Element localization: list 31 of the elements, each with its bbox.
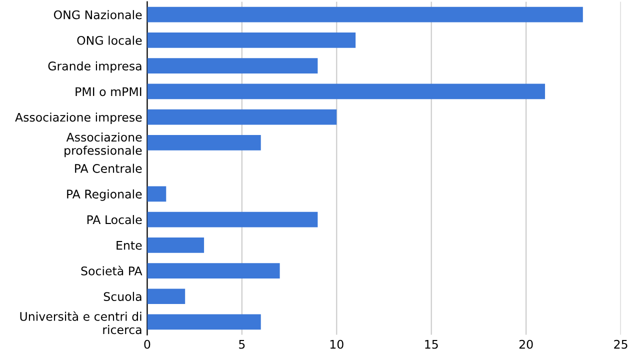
- bar: [147, 58, 318, 74]
- x-tick-label: 25: [614, 340, 628, 349]
- bar: [147, 6, 583, 22]
- y-tick-label: PA Centrale: [75, 164, 142, 173]
- bar: [147, 109, 337, 125]
- bar: [147, 84, 546, 100]
- y-tick-label: PMI o mPMI: [76, 87, 142, 96]
- y-tick-label: ONG locale: [77, 36, 142, 45]
- y-tick-label: Associazione professionale: [64, 132, 142, 158]
- x-tick-label: 0: [144, 340, 150, 349]
- x-tick-label: 15: [425, 340, 438, 349]
- bar: [147, 135, 261, 150]
- bar: [147, 314, 261, 330]
- y-tick-label: Scuola: [104, 292, 142, 302]
- y-tick-label: PA Locale: [87, 215, 142, 224]
- bar: [147, 288, 186, 304]
- y-tick-label: Ente: [116, 241, 142, 250]
- bar: [147, 237, 204, 253]
- y-tick-label: ONG Nazionale: [54, 10, 142, 20]
- x-tick-label: 5: [239, 340, 245, 349]
- bar: [147, 186, 166, 202]
- y-tick-label: Associazione imprese: [15, 112, 142, 124]
- y-tick-label: Grande impresa: [48, 61, 142, 73]
- y-tick-label: Università e centri di ricerca: [20, 311, 142, 334]
- y-tick-label: PA Regionale: [67, 189, 142, 201]
- y-tick-label: Società PA: [81, 266, 142, 276]
- bar: [147, 32, 356, 48]
- x-tick-label: 20: [519, 340, 533, 349]
- bar: [147, 263, 280, 278]
- x-tick-label: 10: [330, 340, 344, 349]
- bar: [147, 212, 318, 228]
